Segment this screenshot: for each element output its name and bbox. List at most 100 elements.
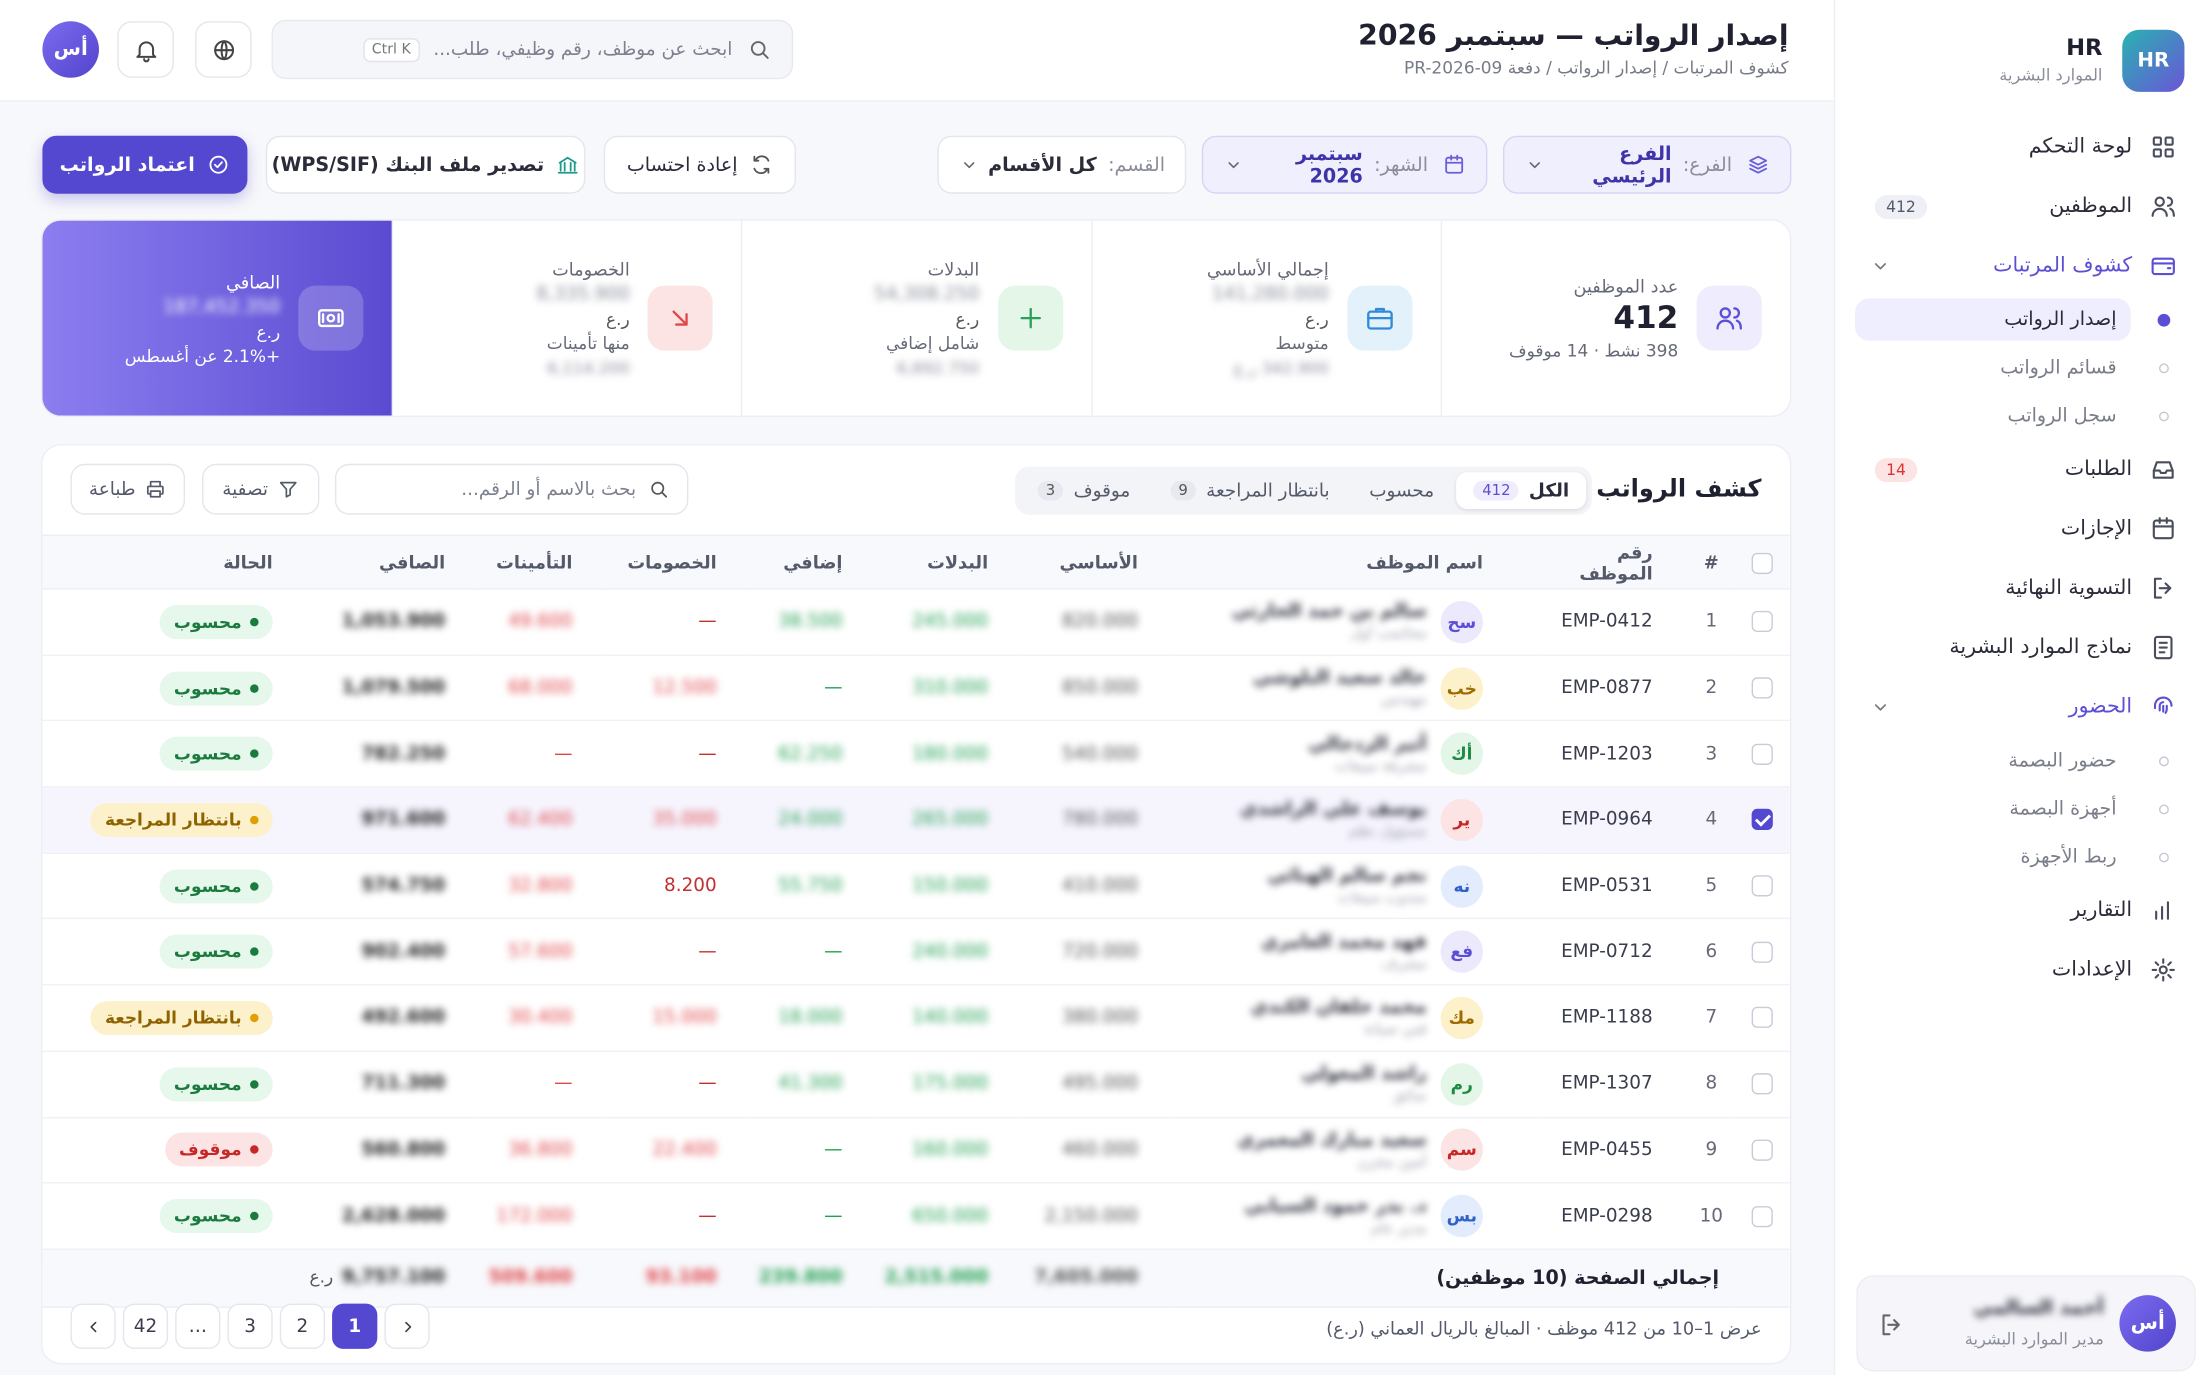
checkbox[interactable]	[1751, 1205, 1774, 1227]
cell: 850.000	[1022, 654, 1173, 722]
cell: 2,150.000	[1022, 1182, 1173, 1250]
table-row[interactable]: 9 EMP-0455 سم سعيد مبارك المعمري أمين مخزن 46…	[42, 1116, 1790, 1184]
table-row[interactable]: 6 EMP-0712 فع فهد محمد العامري مشرف 720.000 24…	[42, 918, 1790, 986]
table-row[interactable]: 3 EMP-1203 أك أثير الزدجالي مشرفة مبيعات 540.…	[42, 720, 1790, 788]
sub-dot	[2149, 411, 2177, 421]
cell: 38.500	[750, 588, 877, 656]
table-row[interactable]: 5 EMP-0531 نه نجم سالم الهنائي مندوب مبيعات 4…	[42, 852, 1790, 920]
employee-text: نجم سالم الهنائي مندوب مبيعات	[1268, 865, 1427, 906]
checkbox[interactable]	[1751, 809, 1774, 831]
notifications-button[interactable]	[117, 21, 174, 78]
checkbox[interactable]	[1751, 677, 1774, 699]
employee-text: فهد محمد العامري مشرف	[1261, 931, 1426, 972]
checkbox[interactable]	[1751, 941, 1774, 963]
employee-job: سائق	[1393, 1087, 1427, 1105]
table-row[interactable]: 2 EMP-0877 خب خالد سعيد البلوشي مهندس 850.000…	[42, 654, 1790, 722]
employee-job: مندوب مبيعات	[1337, 889, 1427, 907]
nav-subitem[interactable]: سجل الرواتب	[1855, 392, 2177, 440]
page-button[interactable]: 1	[332, 1303, 378, 1349]
net-value: 782.250	[361, 743, 446, 765]
cell: 650.000	[876, 1182, 1023, 1250]
nav-item[interactable]: الطلبات 14	[1855, 440, 2177, 499]
table-row[interactable]: 8 EMP-1307 رم راشد المعولي سائق 495.000 175.00…	[42, 1050, 1790, 1118]
search-box[interactable]: ابحث عن موظف، رقم وظيفي، طلب... Ctrl K	[271, 19, 794, 80]
checkbox[interactable]	[1751, 1007, 1774, 1029]
nav-subitem[interactable]: ربط الأجهزة	[1855, 833, 2177, 881]
icon	[1869, 696, 1892, 719]
employee: ير يوسف علي الراشدي مسؤول نظم	[1172, 798, 1484, 842]
logo: HR	[2122, 29, 2185, 92]
page-button[interactable]: 3	[227, 1303, 273, 1349]
tab[interactable]: محسوب	[1352, 472, 1451, 509]
kpi-value: 141,280.000	[1211, 284, 1329, 306]
sub-label: قسائم الرواتب	[2000, 356, 2117, 379]
page-button[interactable]: …	[175, 1303, 221, 1349]
user-avatar[interactable]: أس	[42, 21, 99, 78]
filter-label: القسم:	[1108, 153, 1166, 177]
next-page[interactable]	[70, 1303, 116, 1349]
cell: 62.400	[479, 786, 607, 854]
nav-subitem[interactable]: قسائم الرواتب	[1855, 344, 2177, 392]
filter-button[interactable]: تصفية	[202, 463, 320, 515]
nav-item[interactable]: لوحة التحكم	[1855, 117, 2177, 176]
tab-label: موقوف	[1073, 480, 1131, 502]
allowances-value: 265.000	[912, 809, 989, 831]
tab[interactable]: الكل 412	[1456, 472, 1587, 509]
cell: 36.800	[479, 1116, 607, 1184]
employee-text: د. بدر حمود السيابي مدير عام	[1245, 1195, 1427, 1236]
row-index: 3	[1688, 720, 1735, 788]
payroll-table: # رقم الموظف اسم الموظف الأساسي البدلات إضافي…	[42, 534, 1790, 1308]
breadcrumb: كشوف المرتبات / إصدار الرواتب / دفعة PR-…	[1403, 57, 1789, 78]
nav-item[interactable]: الحضور	[1855, 677, 2177, 736]
nav: لوحة التحكم الموظفين 412 كشوف المرتبات إصدار…	[1855, 117, 2177, 999]
checkbox[interactable]	[1751, 743, 1774, 765]
icon	[665, 303, 696, 334]
kpi-card: عدد الموظفين 412 398 نشط · 14 موقوف	[1440, 220, 1790, 416]
tab[interactable]: موقوف 3	[1020, 472, 1147, 509]
sub-label: أجهزة البصمة	[2009, 797, 2117, 821]
filter-select[interactable]: الشهر: سبتمبر 2026	[1201, 135, 1488, 194]
deductions-value: —	[698, 941, 717, 963]
nav-item[interactable]: الإجازات	[1855, 499, 2177, 558]
cell: 2,628.000	[301, 1182, 480, 1250]
table-row[interactable]: 7 EMP-1188 مك محمد خلفان الكندي فني صيانة 380…	[42, 984, 1790, 1052]
action-button[interactable]: إعادة احتساب	[603, 135, 797, 194]
row-index: 9	[1688, 1116, 1735, 1184]
kpi-unit: ر.ع	[606, 309, 630, 330]
checkbox[interactable]	[1751, 552, 1774, 574]
nav-subitem[interactable]: حضور البصمة	[1855, 737, 2177, 785]
print-button[interactable]: طباعة	[70, 463, 186, 515]
tab-count: 412	[1473, 480, 1520, 501]
table-row[interactable]: 1 EMP-0412 سح سالم بن حمد الحارثي محاسب أول 8…	[42, 588, 1790, 656]
nav-item[interactable]: التسوية النهائية	[1855, 558, 2177, 617]
checkbox[interactable]	[1751, 611, 1774, 633]
nav-subitem[interactable]: إصدار الرواتب	[1855, 296, 2177, 344]
action-button[interactable]: تصدير ملف البنك (WPS/SIF)	[265, 135, 586, 194]
table-row[interactable]: 10 EMP-0298 بس د. بدر حمود السيابي مدير عام 2…	[42, 1182, 1790, 1250]
prev-page[interactable]	[384, 1303, 430, 1349]
nav-item[interactable]: كشوف المرتبات	[1855, 236, 2177, 295]
nav-item[interactable]: الموظفين 412	[1855, 177, 2177, 236]
filter-select[interactable]: القسم: كل الأقسام	[937, 135, 1187, 194]
language-button[interactable]	[195, 21, 252, 78]
page-button[interactable]: 2	[279, 1303, 326, 1349]
table-row[interactable]: 4 EMP-0964 ير يوسف علي الراشدي مسؤول نظم 780.…	[42, 786, 1790, 854]
nav-subitem[interactable]: أجهزة البصمة	[1855, 785, 2177, 833]
checkbox[interactable]	[1751, 1139, 1774, 1161]
icon	[648, 478, 671, 501]
page-button[interactable]: 42	[123, 1303, 169, 1349]
nav-item[interactable]: نماذج الموارد البشرية	[1855, 618, 2177, 677]
pagination: 1 2 3… 42	[70, 1303, 430, 1349]
cell: رم راشد المعولي سائق	[1172, 1050, 1540, 1118]
table-search[interactable]: بحث بالاسم أو الرقم...	[335, 463, 689, 515]
icon	[83, 1316, 104, 1337]
checkbox[interactable]	[1751, 875, 1774, 897]
checkbox[interactable]	[1751, 1073, 1774, 1095]
nav-item[interactable]: التقارير	[1855, 881, 2177, 940]
nav-item[interactable]: الإعدادات	[1855, 940, 2177, 999]
tab[interactable]: بانتظار المراجعة 9	[1153, 472, 1347, 509]
sub-dot	[2149, 363, 2177, 373]
action-button[interactable]: اعتماد الرواتب	[42, 135, 248, 194]
filter-select[interactable]: الفرع: الفرع الرئيسي	[1502, 135, 1792, 194]
